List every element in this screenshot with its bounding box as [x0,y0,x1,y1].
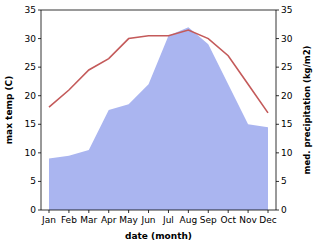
chart: 0 5 10 15 20 25 30 35 0 5 10 15 20 25 30 35 Jan FebMar Apr… [0,0,318,247]
y-tick-label: 15 [25,119,36,129]
y2-tick [276,10,279,11]
top-frame [41,10,276,11]
y-tick-label: 10 [25,148,37,158]
y2-tick-label: 35 [281,5,292,15]
x-tick-label: Oct [220,215,236,225]
x-axis-title: date (month) [125,231,192,241]
x-tick-label: Sep [200,215,217,225]
y-axis [41,10,42,210]
y-axis-title: max temp (C) [4,76,14,145]
x-tick-label: Jul [162,215,174,225]
y2-tick-label: 25 [281,62,292,72]
x-tick [68,210,69,213]
x-tick [168,210,169,213]
x-tick-label: Feb [61,215,77,225]
y-tick [38,152,41,153]
y2-tick-label: 15 [281,119,292,129]
y2-axis [276,10,277,210]
y-tick-label: 5 [30,176,36,186]
y2-tick [276,181,279,182]
x-tick-label: Jan [41,215,56,225]
y2-tick [276,152,279,153]
precip-area [49,27,268,210]
x-tick-label: Aug [180,215,198,225]
x-tick [88,210,89,213]
x-tick [128,210,129,213]
x-tick-label: Dec [259,215,276,225]
y-tick [38,67,41,68]
x-tick [268,210,269,213]
y2-tick [276,210,279,211]
y-tick [38,210,41,211]
y2-tick-label: 20 [281,91,293,101]
y-tick-label: 0 [30,205,36,215]
y-tick [38,124,41,125]
x-tick [108,210,109,213]
x-tick-label: Apr [101,215,117,225]
x-tick [208,210,209,213]
temp-line [49,30,268,113]
x-axis [41,210,276,211]
x-tick [228,210,229,213]
y2-tick [276,38,279,39]
plot-area [49,27,268,210]
y-tick-label: 25 [25,62,36,72]
y2-tick-label: 10 [281,148,293,158]
x-tick [49,210,50,213]
x-tick-label: Mar [80,215,97,225]
y2-tick [276,124,279,125]
y2-tick-label: 30 [281,34,293,44]
y2-tick-label: 0 [281,205,287,215]
y-tick [38,95,41,96]
y2-tick [276,67,279,68]
x-tick [188,210,189,213]
x-tick-label: Jun [141,215,156,225]
x-tick [148,210,149,213]
y-tick [38,10,41,11]
y-tick-label: 30 [25,34,37,44]
y2-tick [276,95,279,96]
y-tick [38,38,41,39]
y2-tick-label: 5 [281,176,287,186]
y-tick-label: 20 [25,91,37,101]
y-tick-label: 35 [25,5,36,15]
x-tick-label: May [119,215,138,225]
y-tick [38,181,41,182]
x-tick-label: Nov [239,215,257,225]
x-tick [248,210,249,213]
y2-axis-title: med. precipitation (kg/m2) [302,45,312,174]
